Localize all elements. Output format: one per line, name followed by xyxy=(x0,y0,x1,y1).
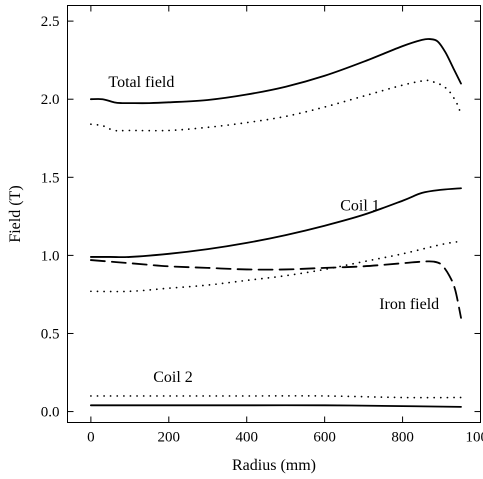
series-annotation-label: Total field xyxy=(108,74,174,91)
axis-ticks: 0 200 400 600 800 1000 0.0 0.5 1.0 1.5 2.0 2.5 xyxy=(41,5,483,446)
data-series xyxy=(89,38,462,408)
y-tick-label: 1.0 xyxy=(41,248,60,264)
series-annotations: Total field Coil 1 Iron field Coil 2 xyxy=(108,74,439,386)
plot-frame xyxy=(67,5,481,423)
series-line-dotted-4 xyxy=(90,240,462,293)
x-tick-label: 1000 xyxy=(466,430,483,446)
series-line-dashed-3 xyxy=(89,259,462,319)
series-line-dotted-5 xyxy=(90,394,462,399)
series-annotation-label: Coil 1 xyxy=(340,197,380,214)
series-line-solid-2 xyxy=(89,187,462,259)
series-line-solid-6 xyxy=(89,404,462,408)
y-tick-label: 2.5 xyxy=(41,14,60,30)
y-axis-title: Field (T) xyxy=(7,185,24,242)
y-tick-label: 1.5 xyxy=(41,170,60,186)
y-tick-label: 0.5 xyxy=(41,326,60,342)
y-tick-label: 2.0 xyxy=(41,92,60,108)
series-annotation-label: Iron field xyxy=(379,296,439,313)
x-tick-label: 400 xyxy=(235,430,258,446)
x-axis-title: Radius (mm) xyxy=(232,457,316,474)
series-line-dotted-1 xyxy=(90,79,462,132)
x-tick-label: 600 xyxy=(313,430,336,446)
x-tick-label: 0 xyxy=(87,430,95,446)
x-tick-label: 200 xyxy=(158,430,181,446)
y-tick-label: 0.0 xyxy=(41,405,60,421)
x-tick-label: 800 xyxy=(391,430,414,446)
series-line-solid-0 xyxy=(89,38,462,105)
series-annotation-label: Coil 2 xyxy=(153,369,193,386)
